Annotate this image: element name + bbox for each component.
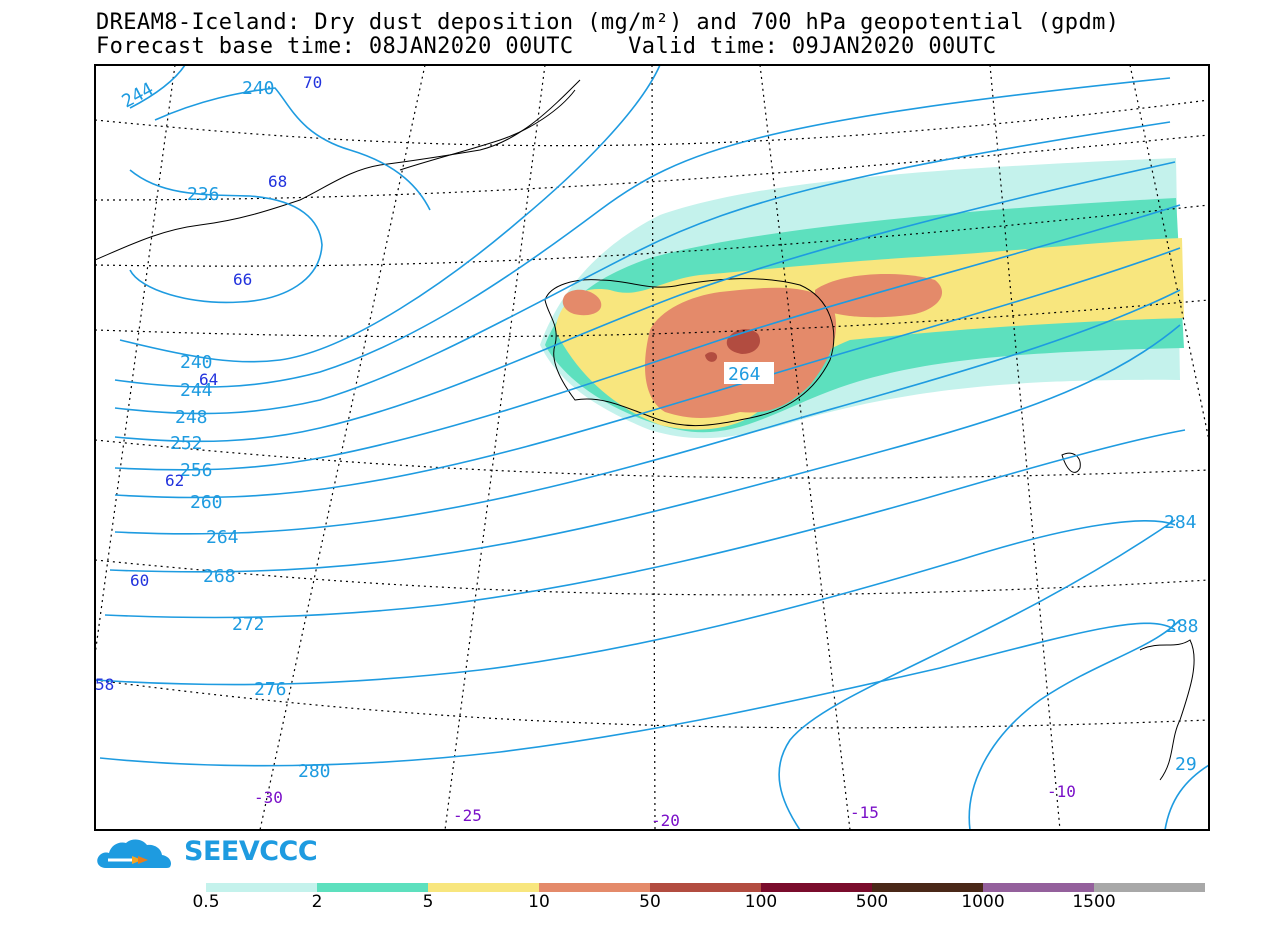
longitude-label: -25: [453, 806, 482, 825]
latitude-label: 70: [303, 73, 322, 92]
legend-swatch: [206, 883, 317, 892]
contour-label: 260: [190, 492, 223, 513]
longitude-label: -10: [1047, 782, 1076, 801]
legend-tick-label: 1000: [961, 892, 1005, 912]
contour-label: 240: [180, 352, 213, 373]
legend-tick-label: 2: [311, 892, 323, 912]
legend-swatch: [317, 883, 428, 892]
color-legend: [206, 883, 1205, 892]
legend-swatch: [428, 883, 539, 892]
coast-greenland-east: [399, 89, 576, 171]
contour-label: 280: [298, 761, 331, 782]
contour-label: 248: [175, 407, 208, 428]
legend-tick-label: 100: [744, 892, 778, 912]
contour-label-bg: [724, 362, 774, 384]
latitude-label: 60: [130, 571, 149, 590]
legend-swatch: [539, 883, 650, 892]
contour-label: 29: [1175, 754, 1197, 775]
title-line-2: Forecast base time: 08JAN2020 00UTC Vali…: [96, 34, 997, 59]
latitude-label: 62: [165, 471, 184, 490]
contour-label: 288: [1166, 616, 1199, 637]
contour-label: 244: [180, 380, 213, 401]
legend-swatch: [650, 883, 761, 892]
contour-label: 264: [206, 527, 239, 548]
legend-tick-label: 10: [528, 892, 550, 912]
latitude-labels: 70 68 66 64 62 60 58: [95, 73, 322, 694]
contour-label: 244: [118, 79, 157, 113]
legend-tick-label: 500: [855, 892, 889, 912]
contour-label: 264: [728, 364, 761, 385]
map-frame: [94, 64, 1210, 831]
longitude-label: -30: [254, 788, 283, 807]
legend-tick-label: 0.5: [192, 892, 220, 912]
contour-labels: 244 240 236 240 244 248 252 256 260 264 …: [118, 78, 1198, 782]
contour-label: 240: [242, 78, 275, 99]
contour-label: 256: [180, 460, 213, 481]
latitude-label: 64: [199, 370, 218, 389]
dust-band-50-small: [705, 352, 718, 362]
contour-label: 276: [254, 679, 287, 700]
coast-greenland: [95, 79, 581, 261]
contour-label: 252: [170, 433, 203, 454]
geopotential-contours: [95, 65, 1209, 830]
contour-label: 236: [187, 184, 220, 205]
graticule: [95, 65, 1209, 830]
contour-label: 272: [232, 614, 265, 635]
legend-swatch: [1094, 883, 1205, 892]
longitude-label: -15: [850, 803, 879, 822]
contour-label: 284: [1164, 512, 1197, 533]
latitude-label: 66: [233, 270, 252, 289]
longitude-label: -20: [651, 811, 680, 830]
latitude-label: 58: [95, 675, 114, 694]
legend-tick-label: 5: [422, 892, 434, 912]
coast-faroe: [1061, 452, 1081, 473]
coast-norway: [1139, 639, 1195, 781]
dust-band-10-west: [562, 289, 602, 316]
latitude-label: 68: [268, 172, 287, 191]
legend-swatch: [872, 883, 983, 892]
longitude-labels: -30 -25 -20 -15 -10: [254, 782, 1076, 830]
title-line-1: DREAM8-Iceland: Dry dust deposition (mg/…: [96, 10, 1120, 35]
map-content: 244 240 236 240 244 248 252 256 260 264 …: [95, 65, 1209, 830]
seevccc-logo: [97, 839, 172, 868]
dust-band-10-east: [815, 274, 943, 318]
seevccc-logo-text: SEEVCCC: [184, 836, 318, 867]
contour-label: 268: [203, 566, 236, 587]
legend-tick-label: 1500: [1072, 892, 1116, 912]
legend-swatch: [761, 883, 872, 892]
legend-tick-label: 50: [639, 892, 661, 912]
legend-swatch: [983, 883, 1094, 892]
